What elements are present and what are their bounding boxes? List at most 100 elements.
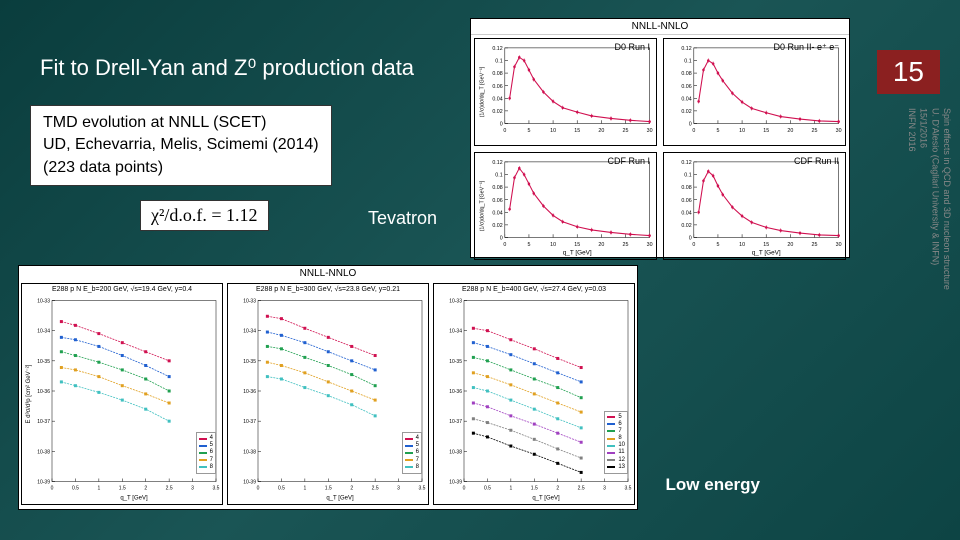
svg-text:10: 10 [550,128,556,134]
svg-text:2: 2 [350,486,353,492]
svg-text:20: 20 [598,128,604,134]
panel-label: CDF Run II [794,156,839,166]
caption-line-2: UD, Echevarria, Melis, Scimemi (2014) [43,134,319,156]
svg-text:0: 0 [500,122,503,128]
sidebar-line-2: U. D'Alesio (Cagliari University & INFN) [929,108,941,290]
tevatron-panel-2: 00.020.040.060.080.10.12051015202530(1/σ… [474,152,657,260]
svg-text:0.06: 0.06 [681,198,691,204]
svg-text:0.04: 0.04 [492,96,502,102]
svg-text:0.06: 0.06 [681,84,691,90]
svg-text:20: 20 [787,242,793,248]
tevatron-label: Tevatron [368,208,437,229]
low-energy-panel-1: 10-3910-3810-3710-3610-3510-3410-3300.51… [227,283,429,505]
svg-text:q_T [GeV]: q_T [GeV] [326,496,354,502]
sidebar-line-4: INFN 2016 [905,108,917,290]
svg-text:0: 0 [503,128,506,134]
svg-text:30: 30 [836,128,842,134]
svg-text:0: 0 [500,236,503,242]
legend: 45678 [196,432,216,474]
svg-text:1: 1 [509,486,512,492]
svg-text:3.5: 3.5 [213,486,220,492]
svg-text:20: 20 [598,242,604,248]
svg-text:10-35: 10-35 [449,359,462,365]
svg-text:2: 2 [144,486,147,492]
svg-text:20: 20 [787,128,793,134]
svg-text:2: 2 [556,486,559,492]
svg-text:3: 3 [397,486,400,492]
tevatron-panel-0: 00.020.040.060.080.10.12051015202530(1/σ… [474,38,657,146]
svg-text:25: 25 [623,242,629,248]
svg-text:25: 25 [812,242,818,248]
svg-text:0.12: 0.12 [681,160,691,166]
svg-text:0.1: 0.1 [495,59,502,65]
svg-text:10-38: 10-38 [243,449,256,455]
svg-text:q_T [GeV]: q_T [GeV] [563,250,592,257]
panel-label: CDF Run I [607,156,650,166]
svg-text:0.5: 0.5 [484,486,491,492]
svg-text:10-37: 10-37 [449,419,462,425]
svg-text:0: 0 [503,242,506,248]
low-energy-label: Low energy [666,475,760,495]
svg-text:30: 30 [647,128,653,134]
svg-text:3.5: 3.5 [625,486,632,492]
svg-text:10-36: 10-36 [37,389,50,395]
svg-text:0.08: 0.08 [681,185,691,191]
svg-text:0: 0 [692,128,695,134]
svg-text:0.02: 0.02 [492,109,502,115]
svg-text:0.1: 0.1 [495,173,502,179]
svg-text:10: 10 [550,242,556,248]
svg-text:2.5: 2.5 [166,486,173,492]
sidebar-line-1: Spin effects in QCD and 3D nucleon struc… [940,108,952,290]
svg-text:10-39: 10-39 [449,480,462,486]
svg-text:1: 1 [303,486,306,492]
sidebar-metadata: Spin effects in QCD and 3D nucleon struc… [905,108,952,290]
svg-text:0.5: 0.5 [72,486,79,492]
svg-text:0.1: 0.1 [684,173,691,179]
svg-text:10-37: 10-37 [37,419,50,425]
svg-text:10-38: 10-38 [37,449,50,455]
svg-text:0.12: 0.12 [681,46,691,52]
svg-text:10-33: 10-33 [37,299,50,305]
svg-text:0.08: 0.08 [492,185,502,191]
svg-text:30: 30 [836,242,842,248]
svg-text:5: 5 [716,242,719,248]
svg-text:3: 3 [603,486,606,492]
svg-text:q_T [GeV]: q_T [GeV] [752,250,781,257]
svg-text:(1/σ)dσ/dq_T [GeV⁻¹]: (1/σ)dσ/dq_T [GeV⁻¹] [480,66,486,117]
svg-text:0.02: 0.02 [681,223,691,229]
sidebar-line-3: 15/1/2016 [917,108,929,290]
svg-text:0.02: 0.02 [681,109,691,115]
slide-title: Fit to Drell-Yan and Z⁰ production data [40,55,414,81]
svg-text:15: 15 [574,128,580,134]
svg-text:0.06: 0.06 [492,198,502,204]
svg-text:0.06: 0.06 [492,84,502,90]
svg-text:10: 10 [739,128,745,134]
svg-text:2.5: 2.5 [578,486,585,492]
svg-text:15: 15 [574,242,580,248]
svg-text:E d³σ/d³p [cm² GeV⁻²]: E d³σ/d³p [cm² GeV⁻²] [26,364,32,423]
svg-text:10-36: 10-36 [449,389,462,395]
svg-text:10-33: 10-33 [449,299,462,305]
svg-text:0.12: 0.12 [492,160,502,166]
svg-text:10-37: 10-37 [243,419,256,425]
svg-text:0: 0 [51,486,54,492]
svg-text:1: 1 [97,486,100,492]
svg-text:1.5: 1.5 [531,486,538,492]
svg-text:5: 5 [716,128,719,134]
svg-text:10-34: 10-34 [37,329,50,335]
svg-text:15: 15 [763,242,769,248]
svg-text:0.08: 0.08 [681,71,691,77]
svg-text:10-39: 10-39 [243,480,256,486]
legend: 45678 [402,432,422,474]
svg-text:25: 25 [812,128,818,134]
caption-line-3: (223 data points) [43,157,319,179]
low-energy-chart: NNLL-NNLO 10-3910-3810-3710-3610-3510-34… [18,265,638,510]
svg-text:10-35: 10-35 [37,359,50,365]
svg-text:0: 0 [689,122,692,128]
svg-text:1.5: 1.5 [325,486,332,492]
bpanel-title: E288 p N E_b=300 GeV, √s=23.8 GeV, y=0.2… [256,286,400,293]
svg-text:10-35: 10-35 [243,359,256,365]
legend: 567810111213 [604,411,628,475]
svg-text:q_T [GeV]: q_T [GeV] [532,496,560,502]
bpanel-title: E288 p N E_b=400 GeV, √s=27.4 GeV, y=0.0… [462,286,606,293]
